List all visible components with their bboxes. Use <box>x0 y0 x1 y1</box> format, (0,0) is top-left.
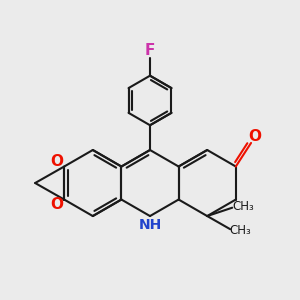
Text: O: O <box>248 129 262 144</box>
Text: O: O <box>50 197 63 212</box>
Text: NH: NH <box>138 218 162 232</box>
Text: F: F <box>145 43 155 58</box>
Text: CH₃: CH₃ <box>230 224 252 237</box>
Text: CH₃: CH₃ <box>232 200 254 212</box>
Text: O: O <box>50 154 63 169</box>
